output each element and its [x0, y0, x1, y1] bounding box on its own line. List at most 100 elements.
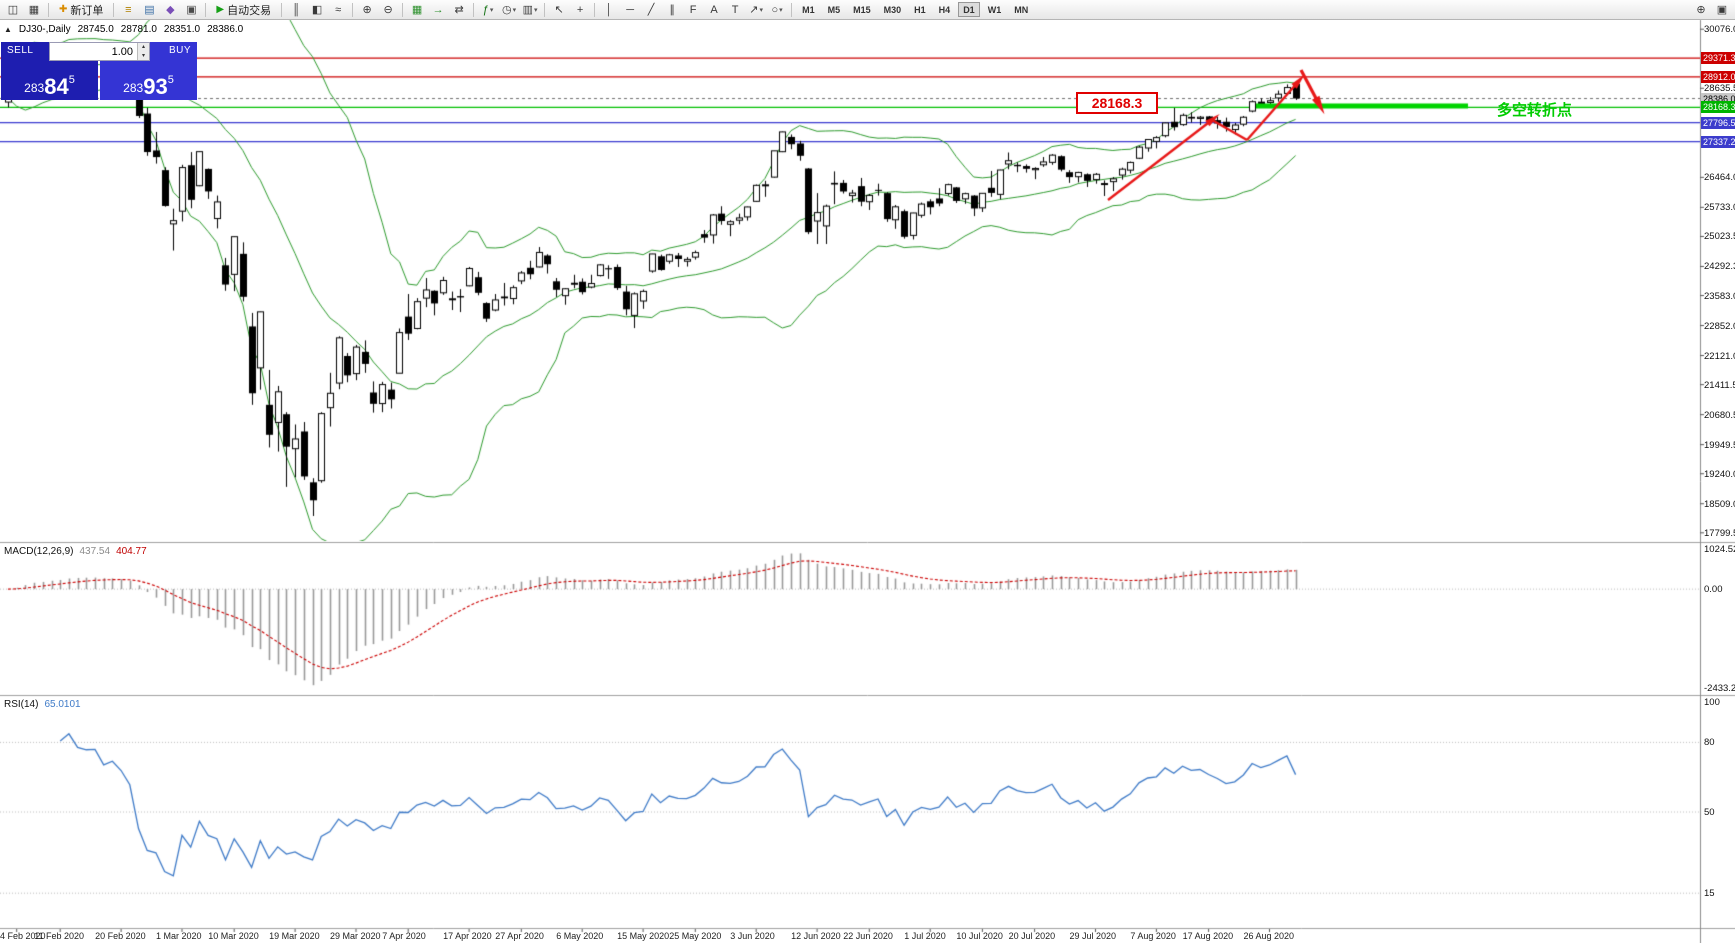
date-tick-label: 7 Aug 2020 — [1130, 931, 1176, 941]
price-tick-label: 17799.5 — [1704, 527, 1735, 539]
line-chart-icon[interactable]: ≈ — [335, 3, 342, 16]
new-chart-icon[interactable]: ◫ — [7, 4, 19, 16]
templates-icon[interactable]: ▥ ▾ — [522, 4, 538, 16]
date-tick-label: 6 May 2020 — [556, 931, 604, 941]
price-tick-label: 28635.5 — [1704, 83, 1735, 95]
spin-down-icon[interactable]: ▾ — [138, 51, 149, 60]
zoom-in-icon[interactable]: ⊕ — [362, 4, 372, 16]
date-tick-label: 20 Jul 2020 — [1008, 931, 1056, 941]
date-tick-label: 27 Apr 2020 — [495, 931, 544, 941]
tf-mn[interactable]: MN — [1014, 4, 1029, 15]
tf-h4[interactable]: H4 — [938, 4, 951, 15]
window-list-icon[interactable]: ▣ — [1716, 4, 1728, 16]
chevron-down-icon[interactable]: ▾ — [779, 6, 783, 14]
vertical-line-icon[interactable]: │ — [605, 3, 613, 16]
rsi-value: 65.0101 — [44, 699, 81, 710]
profiles-icon[interactable]: ▦ — [28, 4, 40, 16]
bar-chart-icon[interactable]: ║ — [292, 3, 300, 16]
new-order-button[interactable]: ✚ 新订单 — [53, 1, 109, 18]
horizontal-line-icon[interactable]: ─ — [626, 3, 634, 16]
buy-button[interactable]: BUY 283 93 5 — [100, 42, 197, 100]
rsi-scale-label: 50 — [1704, 807, 1715, 818]
data-window-icon[interactable]: ▤ — [144, 4, 155, 16]
tile-windows-icon[interactable]: ▦ — [411, 4, 423, 16]
magnifier-icon[interactable]: ⊕ — [1696, 4, 1706, 16]
candlestick-chart-icon[interactable]: ◧ — [311, 4, 323, 16]
one-click-trading-panel: SELL 283 84 5 BUY 283 93 5 1.00 ▴ ▾ — [1, 42, 198, 100]
toolbar-right-group: ⊕ ▣ — [1691, 1, 1732, 18]
zoom-out-icon[interactable]: ⊖ — [383, 4, 393, 16]
price-line-badge: 27796.5 — [1701, 116, 1735, 129]
shapes-icon[interactable]: ○ ▾ — [771, 3, 783, 16]
navigator-icon[interactable]: ◆ — [166, 4, 175, 16]
chevron-down-icon[interactable]: ▾ — [534, 6, 538, 14]
text-icon[interactable]: A — [710, 3, 718, 16]
macd-scale-label: 0.00 — [1704, 584, 1723, 596]
tf-m15[interactable]: M15 — [853, 4, 871, 15]
rsi-scale-label: 100 — [1704, 697, 1720, 708]
toolbar-separator — [281, 2, 283, 17]
price-tick-label: 18509.0 — [1704, 498, 1735, 510]
chevron-down-icon[interactable]: ▾ — [489, 6, 494, 14]
panel-collapse-icon[interactable]: ▲ — [4, 25, 12, 34]
price-tick-label: 21411.5 — [1704, 379, 1735, 391]
price-level-callout[interactable]: 28168.3 — [1076, 92, 1158, 114]
tf-m1[interactable]: M1 — [802, 4, 815, 15]
date-tick-label: 10 Jul 2020 — [956, 931, 1003, 941]
toolbar-separator — [205, 2, 207, 17]
equidistant-channel-icon[interactable]: ∥ — [669, 4, 675, 16]
auto-scroll-icon[interactable]: → — [432, 3, 444, 16]
price-tick-label: 26464.0 — [1704, 172, 1735, 184]
price-line-badge: 28912.0 — [1701, 70, 1735, 83]
spin-up-icon[interactable]: ▴ — [138, 43, 149, 52]
low-value: 28351.0 — [163, 24, 201, 35]
new-order-button-label: 新订单 — [70, 4, 104, 17]
price-tick-label: 20680.5 — [1704, 409, 1735, 421]
close-value: 28386.0 — [207, 24, 244, 35]
volume-stepper[interactable]: 1.00 ▴ ▾ — [49, 42, 150, 61]
high-value: 28781.0 — [120, 24, 157, 35]
sell-price: 283 84 5 — [24, 74, 75, 100]
rsi-name: RSI(14) — [4, 699, 39, 710]
terminal-icon[interactable]: ▣ — [186, 4, 197, 16]
text-label-icon[interactable]: T — [731, 3, 739, 16]
toolbar-separator — [544, 2, 546, 17]
fibonacci-icon[interactable]: F — [689, 3, 697, 16]
toolbar-separator — [594, 2, 596, 17]
tf-m30[interactable]: M30 — [883, 4, 902, 15]
tf-d1[interactable]: D1 — [958, 2, 980, 17]
market-watch-icon[interactable]: ≡ — [125, 3, 132, 16]
tf-h1[interactable]: H1 — [914, 4, 926, 15]
chevron-down-icon[interactable]: ▾ — [759, 6, 763, 14]
rsi-scale-label: 80 — [1704, 737, 1715, 749]
indicators-icon[interactable]: ƒ ▾ — [482, 3, 494, 16]
toolbar-separator — [402, 2, 404, 17]
tf-m5[interactable]: M5 — [827, 4, 841, 15]
trendline-icon[interactable]: ╱ — [647, 4, 655, 16]
arrows-tool-icon[interactable]: ↗ ▾ — [749, 4, 763, 16]
toolbar-separator — [113, 2, 115, 17]
autotrading-button[interactable]: ▶ 自动交易 — [210, 1, 277, 18]
cursor-icon[interactable]: ↖ — [554, 4, 564, 16]
chart-shift-icon[interactable]: ⇄ — [454, 4, 464, 16]
date-tick-label: 3 Jun 2020 — [730, 931, 775, 941]
price-tick-label: 25023.5 — [1704, 231, 1735, 243]
macd-name: MACD(12,26,9) — [4, 546, 74, 557]
price-line-badge: 27337.2 — [1701, 135, 1735, 148]
price-tick-label: 24292.3 — [1704, 261, 1735, 273]
macd-indicator-label: MACD(12,26,9) 437.54 404.77 — [4, 546, 147, 557]
date-tick-label: 17 Aug 2020 — [1182, 931, 1234, 941]
volume-value[interactable]: 1.00 — [111, 45, 133, 58]
tf-w1[interactable]: W1 — [987, 4, 1002, 15]
date-tick-label: 26 Aug 2020 — [1243, 931, 1295, 941]
date-tick-label: 15 May 2020 — [617, 931, 670, 941]
toolbar-separator — [473, 2, 475, 17]
volume-spin-buttons[interactable]: ▴ ▾ — [137, 43, 149, 60]
date-tick-label: 25 May 2020 — [669, 931, 722, 941]
chevron-down-icon[interactable]: ▾ — [512, 6, 517, 14]
crosshair-icon[interactable]: + — [576, 3, 584, 16]
turning-point-note[interactable]: 多空转折点 — [1497, 102, 1573, 119]
periods-icon[interactable]: ◷ ▾ — [502, 4, 517, 16]
price-tick-label: 19949.5 — [1704, 439, 1735, 451]
